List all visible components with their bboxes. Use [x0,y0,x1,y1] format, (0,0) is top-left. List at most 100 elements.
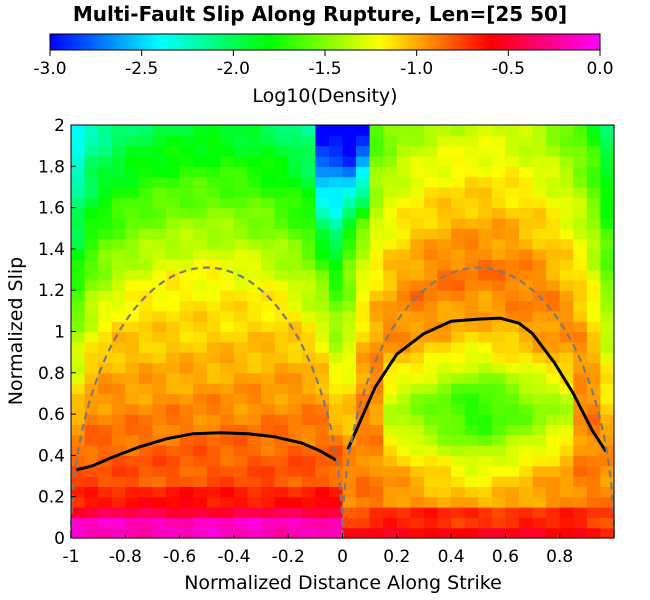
heatmap-cell [342,331,357,343]
heatmap-cell [410,300,425,312]
heatmap-cell [152,455,167,467]
heatmap-cell [518,424,534,436]
heatmap-cell [328,176,344,188]
heatmap-cell [532,527,547,539]
heatmap-cell [301,465,316,477]
heatmap-cell [423,269,439,281]
heatmap-cell [261,176,276,188]
heatmap-cell [301,300,316,312]
heatmap-cell [423,238,439,250]
heatmap-cell [437,455,452,467]
heatmap-cell [98,434,113,446]
heatmap-cell [138,207,154,219]
heatmap-cell [437,166,452,178]
heatmap-cell [206,331,221,343]
heatmap-cell [369,393,384,405]
heatmap-cell [247,372,262,384]
heatmap-cell [71,186,86,198]
heatmap-cell [383,207,398,219]
heatmap-cell [179,424,194,436]
heatmap-cell [193,300,208,312]
heatmap-cell [193,197,208,209]
heatmap-cell [505,321,520,333]
heatmap-cell [152,527,167,539]
heatmap-cell [573,310,588,322]
heatmap-cell [505,155,520,167]
heatmap-cell [71,517,86,529]
heatmap-cell [233,372,249,384]
heatmap-cell [274,290,289,302]
heatmap-cell [410,362,425,374]
heatmap-cell [600,372,615,384]
heatmap-cell [288,527,303,539]
heatmap-cell [573,186,588,198]
heatmap-cell [505,496,520,508]
heatmap-cell [505,269,520,281]
heatmap-cell [247,476,262,487]
heatmap-cell [491,238,506,250]
heatmap-cell [98,238,113,250]
heatmap-cell [84,300,99,312]
heatmap-cell [206,125,221,136]
heatmap-cell [152,228,167,240]
heatmap-cell [559,176,574,188]
heatmap-cell [423,403,439,415]
heatmap-cell [396,372,411,384]
heatmap-cell [518,434,534,446]
colorbar-tick-label: -2.5 [125,59,158,79]
heatmap-cell [315,517,330,529]
heatmap-cell [518,228,534,240]
heatmap-cell [315,155,330,167]
heatmap-cell [600,465,615,477]
heatmap-cell [315,352,330,364]
heatmap-cell [451,228,466,240]
heatmap-cell [206,217,221,229]
heatmap-cell [369,403,384,415]
heatmap-cell [518,362,534,374]
heatmap-cell [193,217,208,229]
heatmap-cell [356,434,371,446]
heatmap-cell [247,166,262,178]
heatmap-cell [179,135,194,147]
heatmap-cell [288,125,303,136]
heatmap-cell [369,465,384,477]
heatmap-cell [301,217,316,229]
heatmap-cell [437,176,452,188]
heatmap-cell [423,445,439,456]
heatmap-cell [546,341,561,353]
heatmap-cell [586,321,602,333]
heatmap-cell [586,517,602,529]
x-tick-label: -1 [63,547,80,567]
heatmap-cell [193,455,208,467]
heatmap-cell [356,341,371,353]
heatmap-cell [233,465,249,477]
heatmap-cell [288,352,303,364]
heatmap-cell [600,207,615,219]
heatmap-cell [152,238,167,250]
heatmap-cell [179,527,194,539]
heatmap-cell [505,248,520,260]
heatmap-cell [166,176,181,188]
heatmap-cell [233,238,249,250]
heatmap-cell [166,300,181,312]
heatmap-cell [274,383,289,395]
x-tick-label: 0.2 [383,547,410,567]
heatmap-cell [342,300,357,312]
heatmap-cell [288,155,303,167]
heatmap-cell [342,434,357,446]
heatmap-cell [573,259,588,271]
y-tick-label: 0 [54,529,65,549]
heatmap-cell [301,476,316,487]
heatmap-cell [179,321,194,333]
heatmap-cell [84,310,99,322]
heatmap-cell [491,352,506,364]
heatmap-cell [328,321,344,333]
heatmap-cell [233,269,249,281]
heatmap-cell [111,228,126,240]
heatmap-cell [532,352,547,364]
heatmap-cell [559,507,574,518]
heatmap-cell [600,176,615,188]
heatmap-cell [247,135,262,147]
heatmap-cell [559,166,574,178]
heatmap-cell [383,166,398,178]
